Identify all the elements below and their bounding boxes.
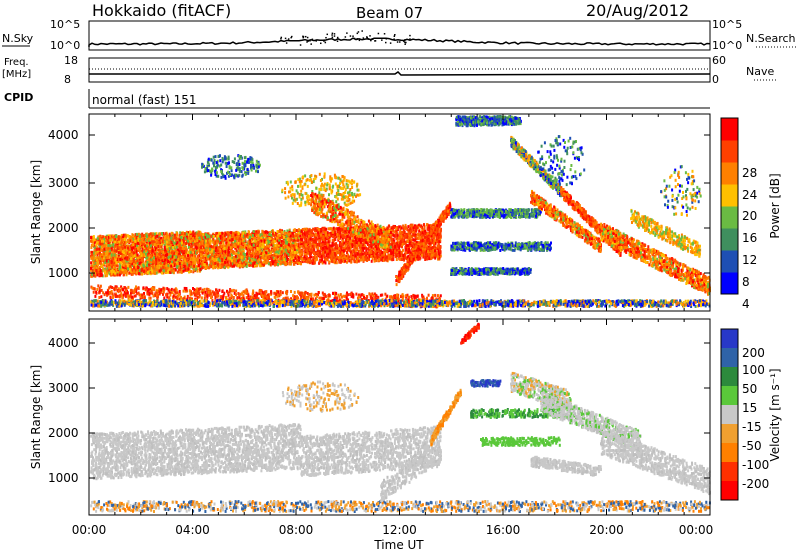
power-ytick-3000: 3000 xyxy=(48,176,79,190)
power-ylabel: Slant Range [km] xyxy=(29,160,43,264)
velocity-cb-label: Velocity [m s⁻¹] xyxy=(768,368,782,461)
nsky-tick-bottom: 10^0 xyxy=(50,39,80,52)
power-colorbar: 28 24 20 16 12 8 4 Power [dB] xyxy=(720,117,782,311)
nave-label: Nave xyxy=(746,65,774,78)
vel-cb-m15: -15 xyxy=(742,420,762,434)
xtick-1: 04:00 xyxy=(175,523,210,537)
xtick-3: 12:00 xyxy=(382,523,417,537)
power-cb-12: 12 xyxy=(742,253,757,267)
nsky-tick-top: 10^5 xyxy=(50,18,80,31)
xtick-2: 08:00 xyxy=(279,523,314,537)
velocity-ytick-1000: 1000 xyxy=(48,471,79,485)
xtick-0: 00:00 xyxy=(72,523,107,537)
power-scatter xyxy=(90,115,711,309)
power-cb-16: 16 xyxy=(742,231,757,245)
freq-label-1: Freq. xyxy=(4,57,29,68)
date-title: 20/Aug/2012 xyxy=(586,1,689,20)
nave-tick-top: 60 xyxy=(712,54,726,67)
velocity-scatter xyxy=(90,322,711,513)
velocity-ytick-3000: 3000 xyxy=(48,381,79,395)
nsearch-tick-top: 10^5 xyxy=(712,18,742,31)
vel-cb-200: 200 xyxy=(742,346,765,360)
freq-tick-bottom: 8 xyxy=(64,73,71,86)
power-panel: Slant Range [km] 4000 3000 2000 1000 xyxy=(29,113,711,312)
power-cb-8: 8 xyxy=(742,275,750,289)
power-cb-4: 4 xyxy=(742,297,750,311)
power-ytick-1000: 1000 xyxy=(48,266,79,280)
vel-cb-100: 100 xyxy=(742,363,765,377)
power-ytick-2000: 2000 xyxy=(48,221,79,235)
freq-tick-top: 18 xyxy=(64,54,78,67)
nsearch-tick-bottom: 10^0 xyxy=(712,39,742,52)
xtick-5: 20:00 xyxy=(589,523,624,537)
power-cb-label: Power [dB] xyxy=(768,173,782,238)
xtick-4: 16:00 xyxy=(486,523,521,537)
nsky-label: N.Sky xyxy=(2,32,34,45)
nsearch-label: N.Search xyxy=(746,32,796,45)
nsky-strip: N.Sky 10^5 10^0 10^5 10^0 N.Search xyxy=(2,18,796,52)
power-cb-28: 28 xyxy=(742,166,757,180)
nsky-series xyxy=(88,30,711,47)
power-cb-24: 24 xyxy=(742,188,757,202)
freq-label-2: [MHz] xyxy=(2,69,31,80)
xtick-6: 00:00 xyxy=(679,523,714,537)
velocity-colorbar: 200 100 50 15 -15 -50 -100 -200 Velocity… xyxy=(720,328,782,501)
cpid-label: CPID xyxy=(4,91,33,104)
vel-cb-m100: -100 xyxy=(742,458,769,472)
velocity-ylabel: Slant Range [km] xyxy=(29,365,43,469)
freq-strip: Freq. [MHz] 18 8 60 0 Nave xyxy=(2,54,776,86)
nave-tick-bottom: 0 xyxy=(712,73,719,86)
vel-cb-m200: -200 xyxy=(742,477,769,491)
station-title: Hokkaido (fitACF) xyxy=(92,1,231,20)
vel-cb-m50: -50 xyxy=(742,439,762,453)
velocity-ytick-4000: 4000 xyxy=(48,336,79,350)
power-cb-20: 20 xyxy=(742,209,757,223)
power-ytick-4000: 4000 xyxy=(48,128,79,142)
cpid-strip: CPID normal (fast) 151 xyxy=(4,89,710,109)
x-axis: 00:00 04:00 08:00 12:00 16:00 20:00 00:0… xyxy=(72,523,714,552)
vel-cb-15: 15 xyxy=(742,401,757,415)
x-axis-label: Time UT xyxy=(373,538,424,552)
velocity-ytick-2000: 2000 xyxy=(48,426,79,440)
velocity-panel: Slant Range [km] 4000 3000 2000 1000 xyxy=(29,318,711,516)
beam-title: Beam 07 xyxy=(356,4,423,22)
vel-cb-50: 50 xyxy=(742,382,757,396)
cpid-value: normal (fast) 151 xyxy=(92,93,196,107)
